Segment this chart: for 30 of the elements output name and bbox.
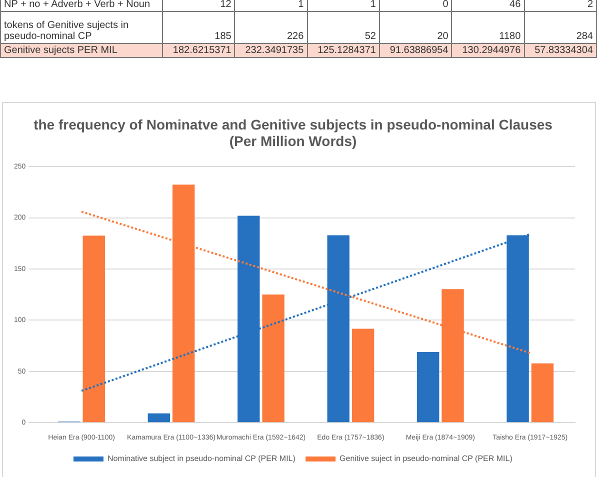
bar [82,236,105,422]
text: NP + no + Adverb + Verb + Noun [0,0,162,12]
text: 1 [234,0,308,12]
text: 57.83334304 [524,44,596,58]
text: 91.63886954 [379,44,452,58]
text: 1180 [452,12,524,44]
text: tokens of Genitive sujects in pseudo-nominal CP [0,12,162,44]
text: 12 [162,0,235,12]
text: 46 [452,0,524,12]
text: 182.6215371 [162,44,235,58]
chart-title: the frequency of Nominatve and Genitive subjects in pseudo-nominal Clauses (Per Million Words) [34,116,553,150]
bar [262,294,284,422]
text: 20 [379,12,452,44]
legend-label: Nominative subject in pseudo-nominal CP (PER MIL) [107,454,296,464]
legend-label: Genitive suject in pseudo-nominal CP (PER MIL) [340,454,513,464]
text: 2 [524,0,596,12]
text: 125.1284371 [307,44,380,58]
text: 185 [162,12,235,44]
bar [531,363,554,422]
text: 284 [524,12,596,44]
text: 52 [307,12,380,44]
text: Genitive sujects PER MIL [0,44,162,58]
text: 130.2944976 [452,44,524,58]
text: 0 [379,0,452,12]
text: 232.3491735 [234,44,308,58]
text: 1 [307,0,380,12]
bar [416,352,440,422]
text: 226 [234,12,308,44]
bar [148,413,170,422]
bar [352,328,374,422]
